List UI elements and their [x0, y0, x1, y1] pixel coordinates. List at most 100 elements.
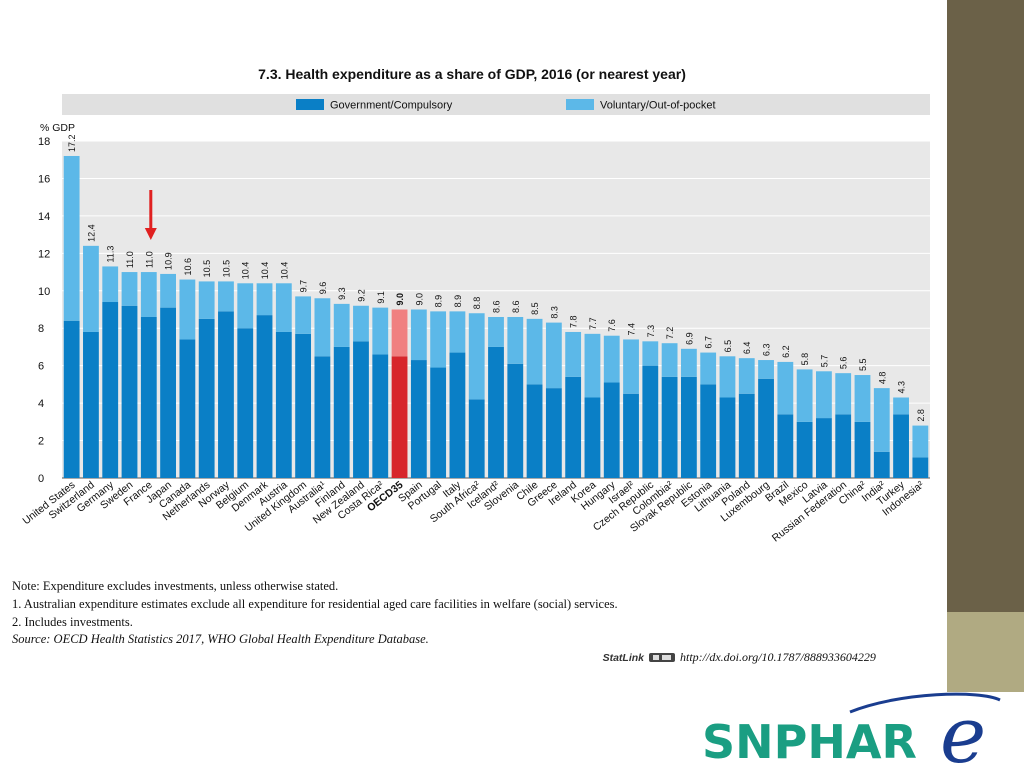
bar-voluntary [430, 311, 447, 368]
bar-government [295, 333, 312, 478]
bar-government [391, 356, 408, 478]
value-label: 4.3 [897, 381, 907, 394]
value-label: 7.3 [646, 325, 656, 338]
bar-voluntary [449, 311, 466, 353]
y-tick-label: 2 [38, 436, 44, 448]
bar-government [854, 421, 871, 478]
bar-government [545, 388, 562, 478]
bar-voluntary [63, 155, 80, 321]
value-label: 5.5 [858, 359, 868, 372]
bar-voluntary [738, 358, 755, 394]
bar-voluntary [295, 296, 312, 334]
bar-government [835, 414, 852, 478]
bar-government [603, 382, 620, 478]
bar-government [179, 339, 196, 478]
value-label: 10.5 [221, 260, 231, 278]
bar-voluntary [218, 281, 234, 312]
bar-government [160, 307, 176, 478]
legend-label-government: Government/Compulsory [330, 100, 453, 112]
value-label: 8.8 [472, 297, 482, 310]
source-label: Source: [12, 632, 50, 646]
bars [63, 155, 929, 478]
bar-voluntary [758, 360, 774, 379]
source-body: OECD Health Statistics 2017, WHO Global … [50, 632, 428, 646]
bar-government [333, 346, 350, 478]
bar-government [758, 378, 774, 478]
legend-background [62, 94, 930, 115]
bar-voluntary [816, 371, 832, 419]
bar-government [796, 421, 813, 478]
bar-government [719, 397, 736, 478]
bar-voluntary [102, 266, 119, 303]
bar-government [642, 365, 659, 478]
bar-government [198, 318, 215, 478]
bar-government [468, 399, 485, 478]
bar-voluntary [526, 318, 543, 385]
value-label: 8.3 [549, 306, 559, 319]
bar-voluntary [661, 343, 678, 377]
bar-government [449, 352, 466, 478]
value-label: 6.3 [762, 344, 772, 357]
bar-government [218, 311, 234, 478]
bar-voluntary [623, 339, 639, 394]
slide-accent-block [947, 612, 1024, 692]
bar-voluntary [545, 322, 562, 389]
value-label: 9.3 [337, 287, 347, 300]
chart-panel: 7.3. Health expenditure as a share of GD… [4, 60, 944, 675]
bar-voluntary [237, 283, 254, 329]
y-tick-label: 10 [38, 286, 50, 298]
bar-government [584, 397, 601, 478]
bar-government [873, 451, 890, 478]
value-label: 6.4 [742, 342, 752, 355]
bar-government [893, 414, 909, 478]
value-label: 12.4 [86, 224, 96, 242]
bar-government [507, 363, 524, 478]
value-label: 7.6 [607, 319, 617, 332]
value-label: 9.6 [318, 282, 328, 295]
source-text: Source: OECD Health Statistics 2017, WHO… [12, 632, 429, 646]
note-1-text: 1. Australian expenditure estimates excl… [12, 597, 618, 611]
bar-government [777, 414, 794, 478]
value-label: 8.6 [511, 300, 521, 313]
bar-government [140, 316, 157, 478]
bar-voluntary [642, 341, 659, 366]
bar-government [372, 354, 389, 478]
value-label: 2.8 [916, 409, 926, 422]
bar-voluntary [893, 397, 909, 415]
bar-voluntary [410, 309, 427, 361]
value-label: 5.6 [839, 357, 849, 370]
statlink-url[interactable]: http://dx.doi.org/10.1787/888933604229 [680, 650, 876, 664]
bar-government [102, 302, 119, 478]
bar-voluntary [584, 333, 601, 398]
bar-voluntary [835, 373, 852, 415]
bar-voluntary [565, 331, 582, 377]
bar-voluntary [275, 283, 292, 332]
bar-government [680, 376, 697, 478]
y-tick-label: 6 [38, 361, 44, 373]
value-label: 5.7 [819, 355, 829, 368]
value-labels: 17.2 12.4 11.3 11.0 11.0 10.9 10.6 10.5 10.5 10.4… [67, 134, 926, 421]
bar-voluntary [198, 281, 215, 319]
bar-voluntary [83, 245, 99, 332]
bar-government [237, 328, 254, 478]
y-tick-label: 16 [38, 173, 50, 185]
value-label: 10.6 [183, 258, 193, 276]
slide-accent-bar [947, 0, 1024, 612]
bar-government [314, 356, 331, 478]
value-label: 9.2 [356, 289, 366, 302]
note-2-text: 2. Includes investments. [12, 615, 133, 629]
bar-government [738, 393, 755, 478]
value-label: 17.2 [67, 134, 77, 152]
y-tick-label: 8 [38, 323, 44, 335]
bar-government [565, 376, 582, 478]
bar-voluntary [179, 279, 196, 340]
value-label: 9.1 [376, 291, 386, 304]
bar-voluntary [912, 425, 929, 458]
x-axis-labels: United StatesSwitzerlandGermanySwedenFra… [20, 478, 926, 544]
bar-voluntary [468, 313, 485, 400]
bar-government [121, 305, 138, 478]
legend-swatch-government [296, 99, 324, 110]
value-label: 9.7 [299, 280, 309, 293]
value-label: 10.9 [164, 252, 174, 270]
